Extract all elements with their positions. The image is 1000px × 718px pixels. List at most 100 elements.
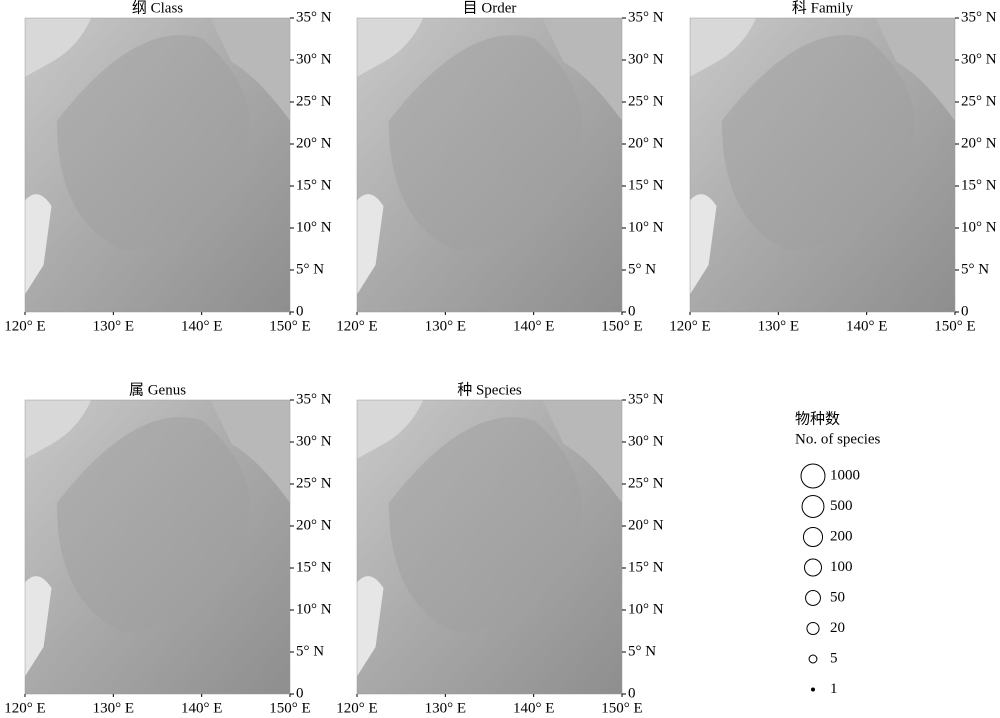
- map-frame: [356, 17, 623, 313]
- basin: [721, 35, 915, 251]
- x-tick-label: 150° E: [934, 318, 975, 334]
- basin: [56, 417, 250, 633]
- y-tick-label: 20° N: [296, 517, 332, 533]
- legend-label: 1000: [830, 467, 860, 483]
- y-tick-label: 35° N: [628, 391, 664, 407]
- y-tick-label: 25° N: [296, 93, 332, 109]
- y-tick-label: 15° N: [296, 177, 332, 193]
- legend-subtitle: No. of species: [795, 431, 881, 447]
- legend-label: 200: [830, 528, 853, 544]
- legend-bubble: [801, 495, 825, 518]
- land: [542, 18, 622, 121]
- land: [357, 18, 424, 77]
- land: [690, 18, 757, 77]
- legend-label: 5: [830, 650, 838, 666]
- y-tick-label: 0: [296, 303, 304, 319]
- land: [25, 400, 92, 459]
- y-tick-label: 15° N: [628, 177, 664, 193]
- x-tick-label: 150° E: [269, 318, 310, 334]
- y-tick-label: 30° N: [296, 433, 332, 449]
- land: [210, 18, 290, 121]
- land: [690, 194, 717, 295]
- legend-label: 50: [830, 589, 845, 605]
- y-tick-label: 15° N: [961, 177, 997, 193]
- y-tick-label: 5° N: [628, 261, 656, 277]
- legend-label: 500: [830, 498, 853, 514]
- basin: [56, 35, 250, 251]
- x-tick-label: 150° E: [601, 318, 642, 334]
- legend-label: 20: [830, 620, 845, 636]
- x-tick-label: 140° E: [181, 700, 222, 716]
- y-tick-label: 0: [296, 685, 304, 701]
- land: [357, 576, 384, 677]
- map-frame: [24, 17, 291, 313]
- map-frame: [689, 17, 956, 313]
- y-tick-label: 20° N: [628, 517, 664, 533]
- x-tick-label: 130° E: [425, 700, 466, 716]
- basin: [388, 35, 582, 251]
- y-tick-label: 5° N: [628, 643, 656, 659]
- x-tick-label: 150° E: [601, 700, 642, 716]
- y-tick-label: 25° N: [628, 475, 664, 491]
- x-tick-label: 140° E: [181, 318, 222, 334]
- x-tick-label: 140° E: [846, 318, 887, 334]
- legend-title: 物种数: [795, 410, 840, 427]
- legend-label: 100: [830, 559, 853, 575]
- y-tick-label: 10° N: [296, 219, 332, 235]
- y-tick-label: 5° N: [296, 261, 324, 277]
- legend-bubble: [805, 590, 821, 606]
- panel-title: 属 Genus: [129, 382, 186, 398]
- x-tick-label: 130° E: [758, 318, 799, 334]
- y-tick-label: 30° N: [961, 51, 997, 67]
- legend-bubble: [806, 621, 820, 636]
- x-tick-label: 140° E: [513, 318, 554, 334]
- legend-label: 1: [830, 681, 838, 697]
- x-tick-label: 130° E: [425, 318, 466, 334]
- y-tick-label: 10° N: [628, 219, 664, 235]
- x-tick-label: 120° E: [336, 318, 377, 334]
- y-tick-label: 0: [961, 303, 969, 319]
- y-tick-label: 30° N: [628, 51, 664, 67]
- panel-title: 纲 Class: [132, 0, 183, 16]
- map-frame: [24, 399, 291, 695]
- land: [25, 576, 52, 677]
- y-tick-label: 20° N: [296, 135, 332, 151]
- basin: [388, 417, 582, 633]
- y-tick-label: 15° N: [628, 559, 664, 575]
- y-tick-label: 10° N: [296, 601, 332, 617]
- land: [357, 194, 384, 295]
- x-tick-label: 120° E: [4, 318, 45, 334]
- panel-title: 科 Family: [792, 0, 854, 16]
- land: [210, 400, 290, 503]
- y-tick-label: 25° N: [961, 93, 997, 109]
- legend-bubble: [804, 558, 822, 577]
- x-tick-label: 120° E: [4, 700, 45, 716]
- y-tick-label: 30° N: [296, 51, 332, 67]
- y-tick-label: 15° N: [296, 559, 332, 575]
- y-tick-label: 10° N: [961, 219, 997, 235]
- legend-bubble: [808, 654, 818, 664]
- y-tick-label: 35° N: [296, 391, 332, 407]
- y-tick-label: 0: [628, 303, 636, 319]
- land: [25, 194, 52, 295]
- x-tick-label: 120° E: [336, 700, 377, 716]
- legend-bubble: [811, 687, 815, 692]
- y-tick-label: 5° N: [961, 261, 989, 277]
- x-tick-label: 140° E: [513, 700, 554, 716]
- y-tick-label: 0: [628, 685, 636, 701]
- panel-title: 种 Species: [457, 381, 522, 398]
- land: [25, 18, 92, 77]
- land: [542, 400, 622, 503]
- map-frame: [356, 399, 623, 695]
- legend-bubble: [800, 463, 826, 489]
- y-tick-label: 20° N: [628, 135, 664, 151]
- map-panel: 纲 Class 0 5° N 10° N 15° N 20° N 25° N 30° N 35°…: [4, 0, 331, 334]
- map-panel: 种 Species 0 5° N 10° N 15° N 20° N 25° N 30° N 3…: [336, 381, 663, 716]
- map-panel: 科 Family 0 5° N 10° N 15° N 20° N 25° N 30° N 35…: [669, 0, 996, 334]
- legend-bubble: [802, 526, 824, 548]
- x-tick-label: 130° E: [93, 318, 134, 334]
- panel-title: 目 Order: [463, 0, 517, 16]
- map-panel: 属 Genus 0 5° N 10° N 15° N 20° N 25° N 30° N 35°…: [4, 382, 331, 716]
